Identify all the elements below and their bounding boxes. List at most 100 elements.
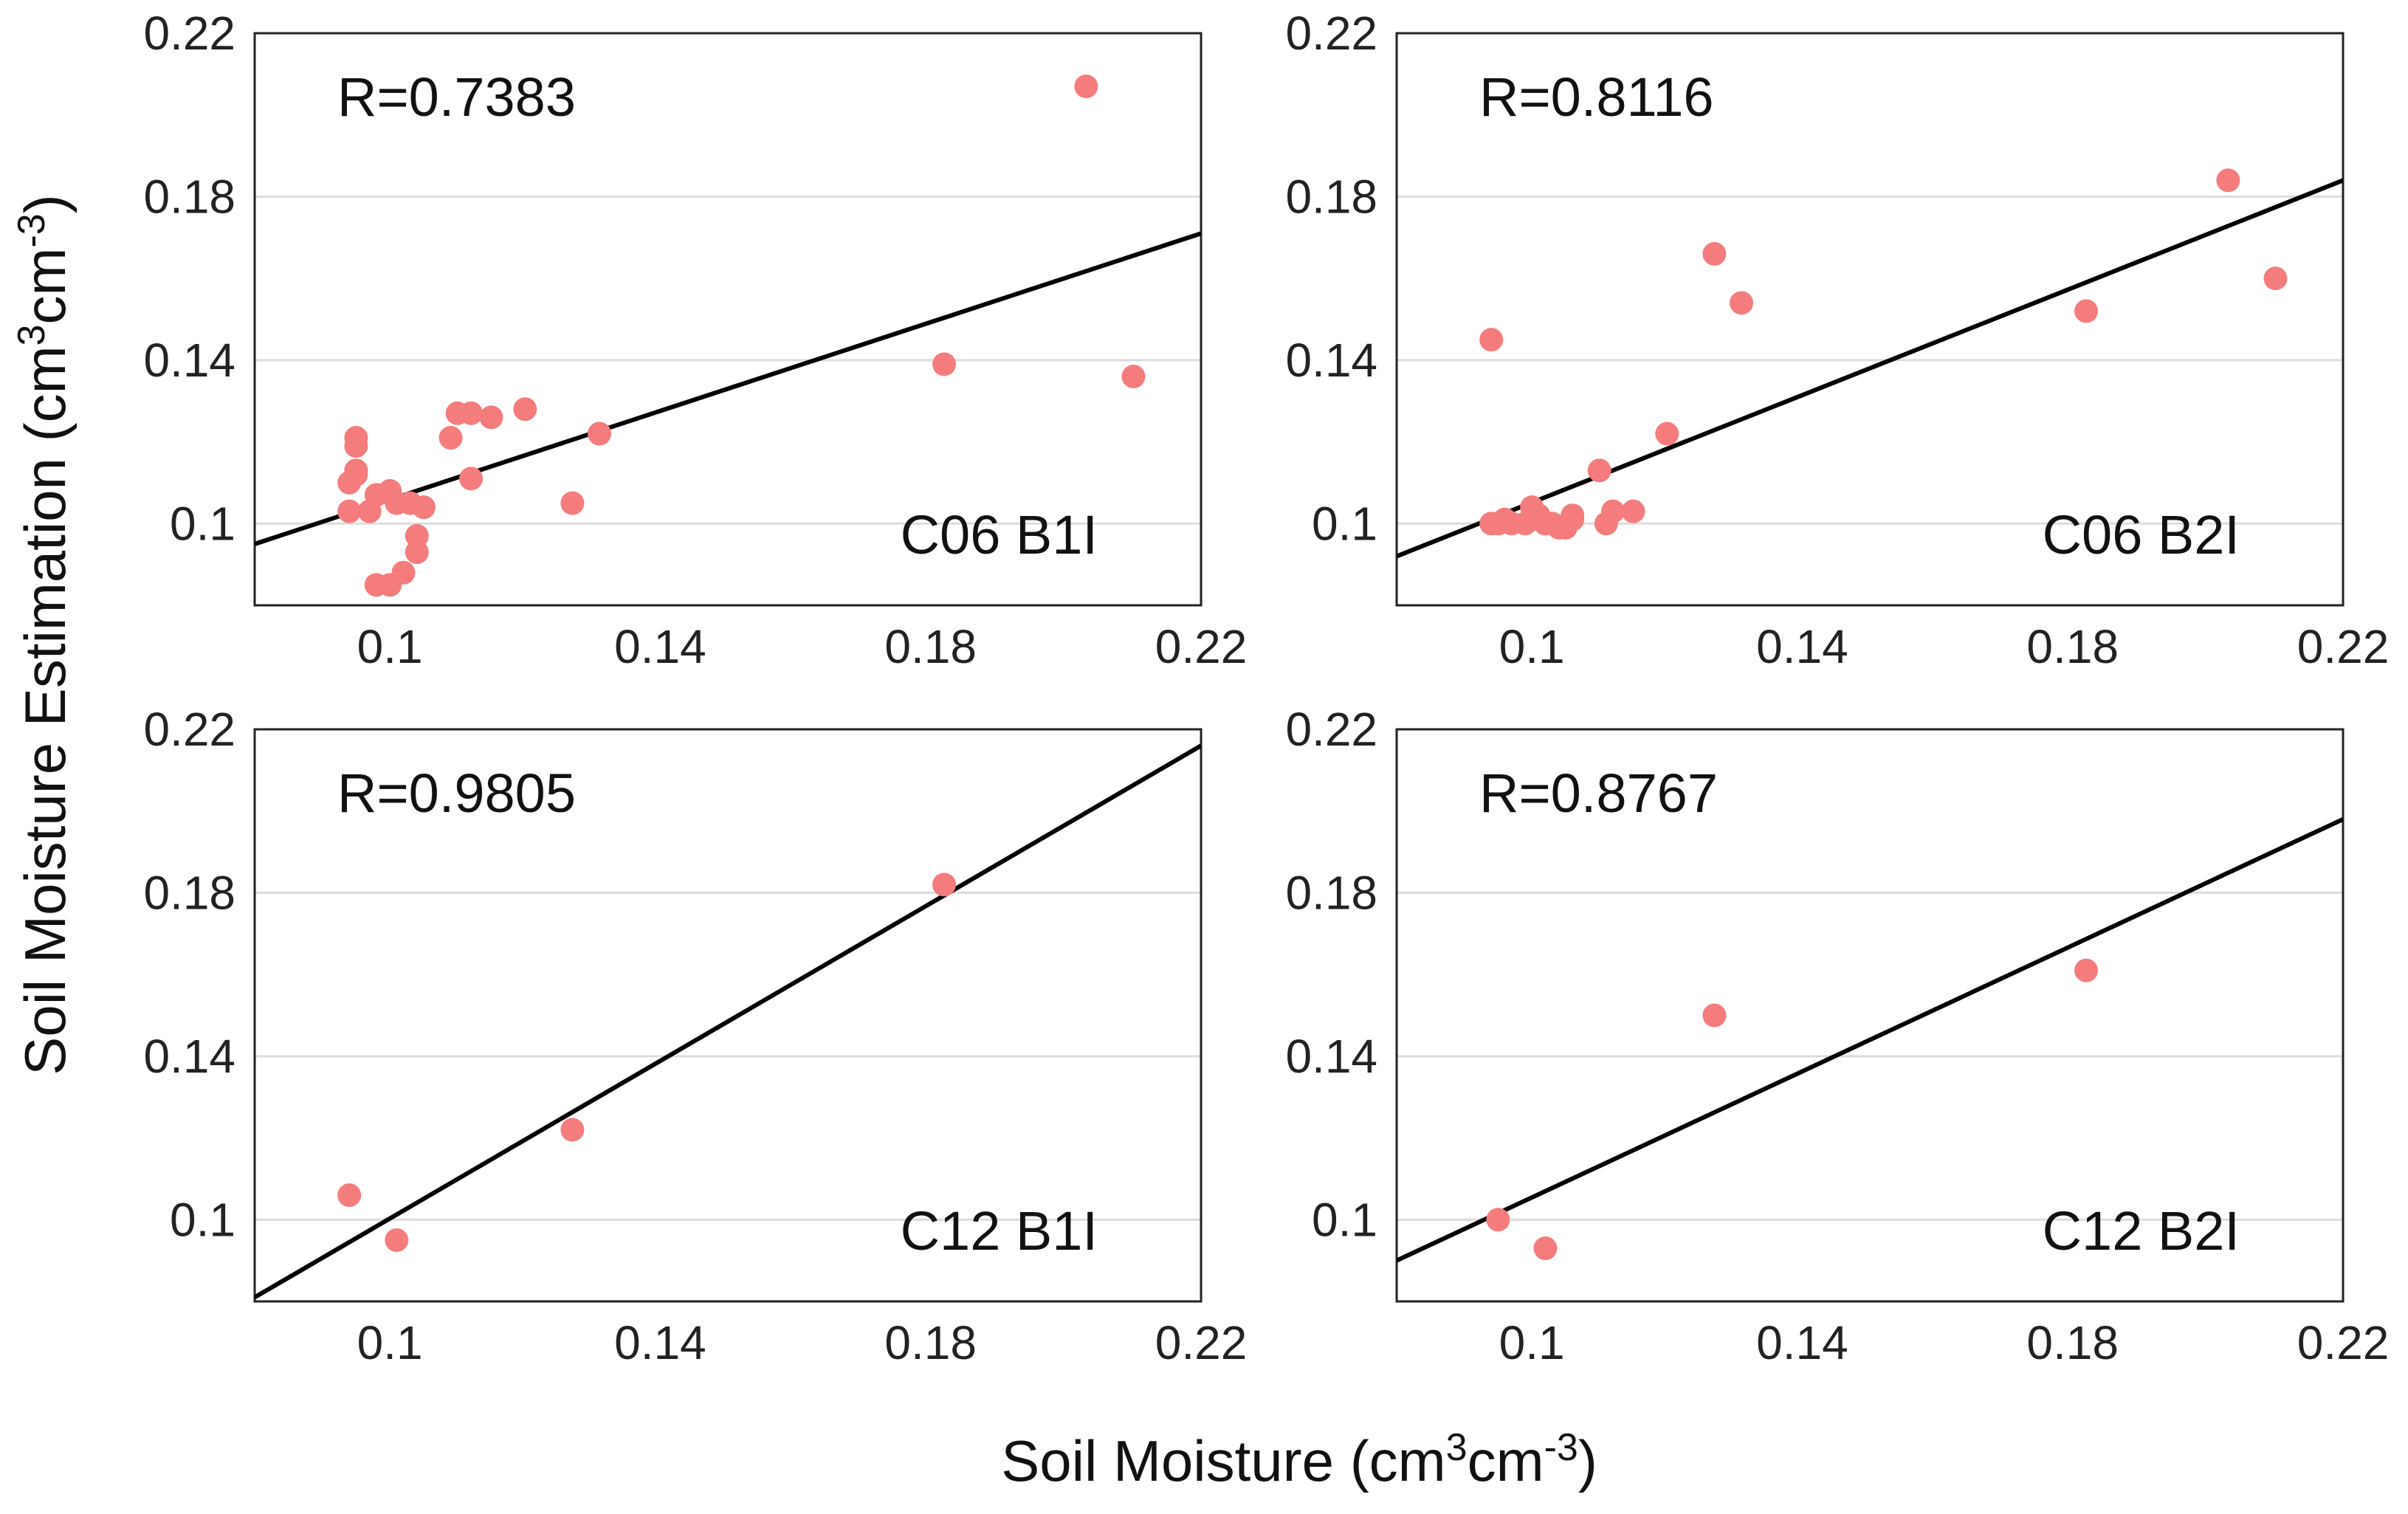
y-tick-label: 0.14 <box>1285 334 1377 387</box>
regression-line <box>255 743 1201 1300</box>
plot-frame <box>253 32 1203 607</box>
y-tick-label: 0.18 <box>1285 866 1377 919</box>
data-point <box>2216 168 2240 193</box>
data-point <box>932 873 957 897</box>
y-axis-title-main: Soil Moisture Estimation (cm <box>13 345 78 1075</box>
data-point <box>560 1118 585 1142</box>
panel-3: 0.1 0.14 0.18 0.22 0.1 0.14 0.18 0.22 R=0.9805 C1… <box>143 703 1247 1369</box>
data-point <box>1621 499 1645 523</box>
y-tick-label: 0.22 <box>143 7 235 60</box>
data-point <box>560 491 585 515</box>
y-tick-label: 0.14 <box>143 1030 235 1083</box>
y-tick-label: 0.18 <box>143 866 235 919</box>
y-tick-label: 0.1 <box>1312 1193 1377 1246</box>
x-tick-label: 0.22 <box>1155 620 1248 673</box>
panel-label: C06 B2I <box>2043 504 2240 565</box>
x-tick-label: 0.22 <box>2297 1316 2390 1369</box>
x-tick-label: 0.14 <box>1756 1316 1848 1369</box>
regression-line <box>1397 178 2343 559</box>
data-point <box>405 523 429 548</box>
y-tick-label: 0.1 <box>170 1193 235 1246</box>
x-tick-label: 0.18 <box>884 620 977 673</box>
correlation-label: R=0.8767 <box>1479 763 1718 824</box>
data-point <box>1486 1208 1510 1232</box>
data-point <box>1655 421 1679 446</box>
data-point <box>438 426 463 450</box>
correlation-label: R=0.8116 <box>1479 66 1714 128</box>
panel-4: 0.1 0.14 0.18 0.22 0.1 0.14 0.18 0.22 R=0.8767 C1… <box>1285 703 2389 1369</box>
data-point <box>337 499 362 523</box>
x-tick-label: 0.22 <box>2297 620 2390 673</box>
y-tick-label: 0.1 <box>170 497 235 550</box>
y-axis-title-sup2: -3 <box>10 213 53 247</box>
panel-label: C12 B1I <box>901 1200 1098 1262</box>
x-tick-label: 0.14 <box>614 620 706 673</box>
data-point <box>1601 499 1626 523</box>
x-tick-label: 0.18 <box>884 1316 977 1369</box>
data-point <box>588 421 612 446</box>
data-point <box>459 401 484 425</box>
panel-label: C12 B2I <box>2043 1200 2240 1262</box>
x-tick-label: 0.1 <box>1499 1316 1565 1369</box>
data-point <box>2074 958 2099 983</box>
data-point <box>344 462 368 486</box>
correlation-label: R=0.7383 <box>337 66 576 128</box>
x-axis-title-sup1: 3 <box>1446 1426 1468 1469</box>
x-axis-title-mid: cm <box>1468 1428 1544 1493</box>
data-point <box>1587 458 1611 483</box>
y-tick-label: 0.18 <box>143 170 235 223</box>
x-tick-label: 0.1 <box>357 1316 423 1369</box>
x-tick-label: 0.1 <box>357 620 423 673</box>
data-point <box>459 467 484 491</box>
x-tick-label: 0.14 <box>614 1316 706 1369</box>
y-axis-title-mid: cm <box>13 248 78 325</box>
y-axis-title: Soil Moisture Estimation (cm3cm-3) <box>10 194 78 1075</box>
data-point <box>2074 299 2099 323</box>
y-axis-title-sup1: 3 <box>10 325 53 346</box>
plot-frame <box>253 728 1203 1303</box>
x-axis-title-main: Soil Moisture (cm <box>1001 1428 1445 1493</box>
y-tick-label: 0.18 <box>1285 170 1377 223</box>
y-tick-label: 0.14 <box>1285 1030 1377 1083</box>
y-tick-label: 0.22 <box>1285 703 1377 756</box>
panel-label: C06 B1I <box>901 504 1098 565</box>
y-axis-title-end: ) <box>13 194 78 213</box>
x-axis-title-end: ) <box>1578 1428 1597 1493</box>
panel-1: 0.1 0.14 0.18 0.22 0.1 0.14 0.18 0.22 R=0.7383 C0… <box>143 7 1247 673</box>
data-point <box>344 426 368 450</box>
x-axis-title-sup2: -3 <box>1544 1426 1578 1469</box>
data-point <box>2263 266 2288 291</box>
data-point <box>1479 328 1504 352</box>
data-point <box>1561 503 1585 528</box>
x-tick-label: 0.14 <box>1756 620 1848 673</box>
data-point <box>1121 365 1146 388</box>
data-point <box>1074 74 1098 98</box>
x-tick-label: 0.18 <box>2026 620 2119 673</box>
y-tick-label: 0.1 <box>1312 497 1377 550</box>
data-point <box>405 540 429 565</box>
data-point <box>1533 1236 1558 1261</box>
data-point <box>513 397 537 421</box>
data-point <box>391 560 416 585</box>
data-point <box>411 495 436 520</box>
x-tick-label: 0.22 <box>1155 1316 1248 1369</box>
data-point <box>1702 1003 1727 1028</box>
regression-line <box>1397 817 2343 1263</box>
panels-group: 0.1 0.14 0.18 0.22 0.1 0.14 0.18 0.22 R=0.7383 C0… <box>143 7 2389 1369</box>
data-point <box>932 352 957 376</box>
y-tick-label: 0.22 <box>1285 7 1377 60</box>
y-tick-label: 0.14 <box>143 334 235 387</box>
plot-frame <box>1395 728 2345 1303</box>
data-point <box>1730 291 1754 315</box>
x-axis-title: Soil Moisture (cm3cm-3) <box>1001 1426 1597 1493</box>
y-tick-label: 0.22 <box>143 703 235 756</box>
plot-frame <box>1395 32 2345 607</box>
data-point <box>1702 241 1727 266</box>
data-point <box>385 1228 409 1252</box>
panel-2: 0.1 0.14 0.18 0.22 0.1 0.14 0.18 0.22 R=0.8116 C0… <box>1285 7 2389 673</box>
data-point <box>479 405 503 430</box>
correlation-label: R=0.9805 <box>337 763 576 824</box>
x-tick-label: 0.1 <box>1499 620 1565 673</box>
x-tick-label: 0.18 <box>2026 1316 2119 1369</box>
